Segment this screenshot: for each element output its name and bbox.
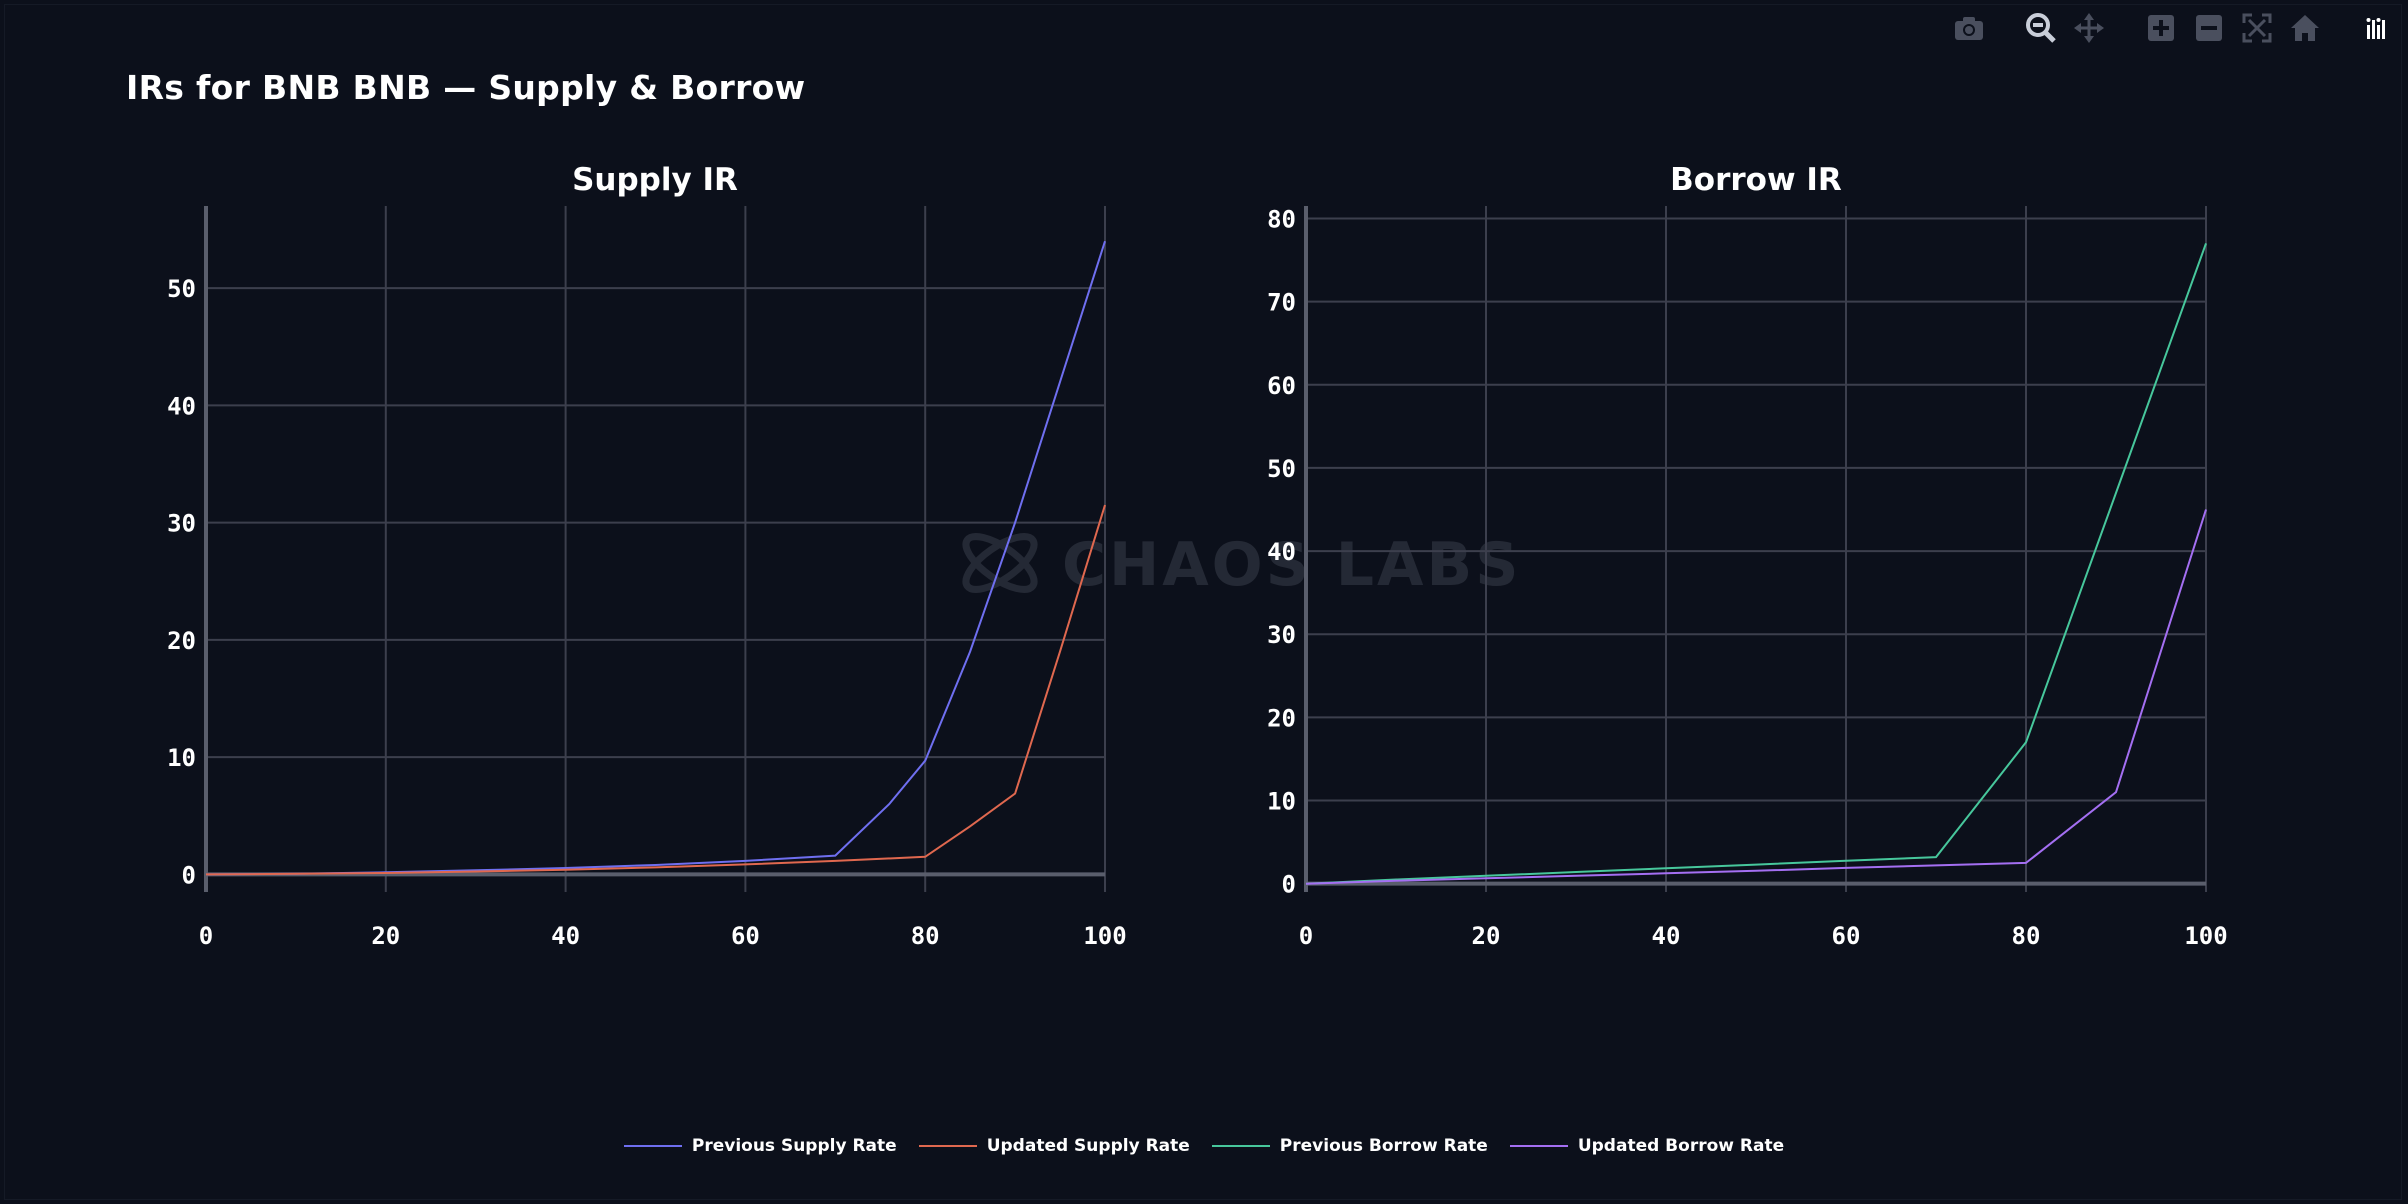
- chart-2-series-line-1: [1305, 243, 2207, 885]
- zoom-icon[interactable]: [2022, 10, 2060, 46]
- plotly-logo-icon[interactable]: [2358, 10, 2396, 46]
- legend-swatch: [623, 1145, 682, 1147]
- legend-swatch: [918, 1145, 977, 1147]
- legend-swatch: [1509, 1145, 1568, 1147]
- autoscale-icon[interactable]: [2238, 10, 2276, 46]
- chart-1-x-tick-label: 40: [551, 922, 580, 950]
- legend-item[interactable]: Updated Borrow Rate: [1509, 1136, 1785, 1156]
- legend-swatch: [1211, 1145, 1270, 1147]
- chart-2-y-tick-label: 30: [1267, 621, 1296, 649]
- chart-2-series-line-2: [1305, 509, 2207, 885]
- chart-1-x-tick-label: 60: [731, 922, 760, 950]
- legend-item[interactable]: Previous Borrow Rate: [1211, 1136, 1488, 1156]
- legend-label: Updated Supply Rate: [986, 1136, 1190, 1156]
- home-icon[interactable]: [2286, 10, 2324, 46]
- chart-frame: [4, 4, 2402, 1200]
- chart-2-y-tick-label: 70: [1267, 289, 1296, 317]
- watermark: CHAOS LABS: [954, 520, 1521, 610]
- chart-1-y-tick-label: 40: [167, 392, 196, 420]
- watermark-text: CHAOS LABS: [1062, 530, 1522, 600]
- chart-1-y-tick-label: 0: [182, 861, 196, 889]
- zoom-in-icon[interactable]: [2142, 10, 2180, 46]
- legend-item[interactable]: Previous Supply Rate: [623, 1136, 897, 1156]
- chart-1-x-tick-label: 0: [199, 922, 213, 950]
- chart-2-y-tick-label: 20: [1267, 704, 1296, 732]
- chart-1-title: Supply IR: [572, 162, 738, 198]
- legend-label: Updated Borrow Rate: [1577, 1136, 1785, 1156]
- chart-1-x-tick-label: 100: [1083, 922, 1126, 950]
- chart-1-series-line-1: [205, 240, 1106, 876]
- chart-1-x-tick-label: 20: [371, 922, 400, 950]
- pan-icon[interactable]: [2070, 10, 2108, 46]
- chart-2-title: Borrow IR: [1670, 162, 1842, 198]
- chart-2-y-tick-label: 60: [1267, 372, 1296, 400]
- modebar: [1950, 10, 2396, 46]
- chart-1-y-tick-label: 50: [167, 275, 196, 303]
- chart-2-y-tick-label: 50: [1267, 455, 1296, 483]
- chart-1-series-line-2: [205, 504, 1106, 876]
- chart-2-x-tick-label: 100: [2184, 922, 2227, 950]
- legend-label: Previous Supply Rate: [691, 1136, 897, 1156]
- chart-1-y-tick-label: 20: [167, 627, 196, 655]
- legend-item[interactable]: Updated Supply Rate: [918, 1136, 1190, 1156]
- page-title: IRs for BNB BNB — Supply & Borrow: [126, 68, 806, 107]
- chart-2-y-tick-label: 80: [1267, 205, 1296, 233]
- legend-label: Previous Borrow Rate: [1279, 1136, 1488, 1156]
- camera-icon[interactable]: [1950, 10, 1988, 46]
- chart-2-x-tick-label: 20: [1472, 922, 1501, 950]
- chart-2-x-tick-label: 80: [2012, 922, 2041, 950]
- chart-2-y-tick-label: 40: [1267, 538, 1296, 566]
- zoom-out-icon[interactable]: [2190, 10, 2228, 46]
- chart-2-x-tick-label: 40: [1652, 922, 1681, 950]
- chart-2-y-tick-label: 0: [1282, 871, 1296, 899]
- chart-1-x-tick-label: 80: [911, 922, 940, 950]
- chart-2-y-tick-label: 10: [1267, 788, 1296, 816]
- chart-1-y-tick-label: 10: [167, 744, 196, 772]
- chart-1-y-tick-label: 30: [167, 510, 196, 538]
- chart-2-x-tick-label: 0: [1299, 922, 1313, 950]
- chaos-labs-logo-icon: [954, 523, 1046, 607]
- chart-2-x-tick-label: 60: [1832, 922, 1861, 950]
- legend: Previous Supply Rate Updated Supply Rate P…: [0, 1136, 2408, 1156]
